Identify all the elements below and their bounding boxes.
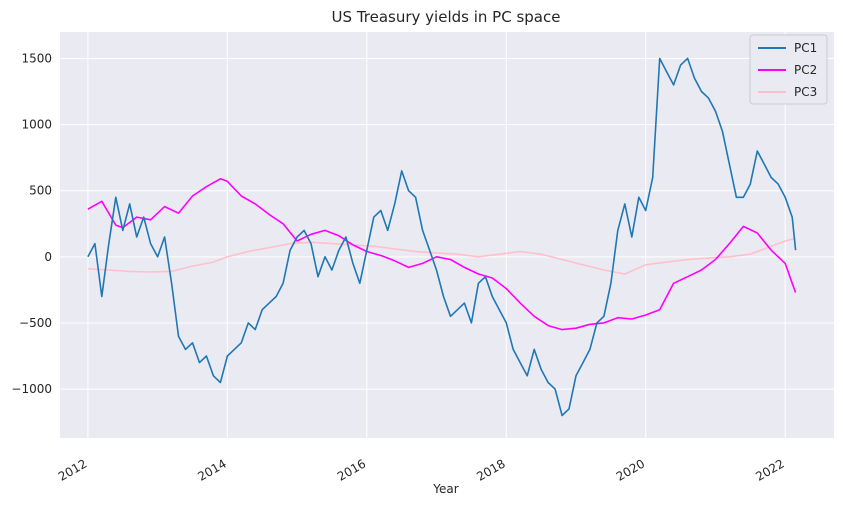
series-line-pc3 (87, 237, 796, 275)
chart-title: US Treasury yields in PC space (332, 8, 561, 26)
legend-label-pc3: PC3 (794, 85, 817, 99)
y-tick-label: 1000 (21, 118, 52, 132)
legend-label-pc2: PC2 (794, 63, 817, 77)
y-tick-label: −1000 (11, 382, 52, 396)
legend-box (749, 34, 828, 105)
y-tick-label: 0 (44, 250, 52, 264)
series-layer (87, 57, 797, 417)
plot-area (60, 32, 834, 438)
legend: PC1 PC2 PC3 (749, 34, 828, 105)
y-tick-label: 500 (29, 184, 52, 198)
series-line-pc2 (87, 178, 797, 331)
legend-label-pc1: PC1 (794, 41, 817, 55)
y-tick-label: 1500 (21, 51, 52, 65)
x-axis-label: Year (432, 482, 458, 496)
grid-lines (60, 32, 834, 438)
series-line-pc1 (87, 57, 797, 417)
y-tick-label: −500 (19, 316, 52, 330)
